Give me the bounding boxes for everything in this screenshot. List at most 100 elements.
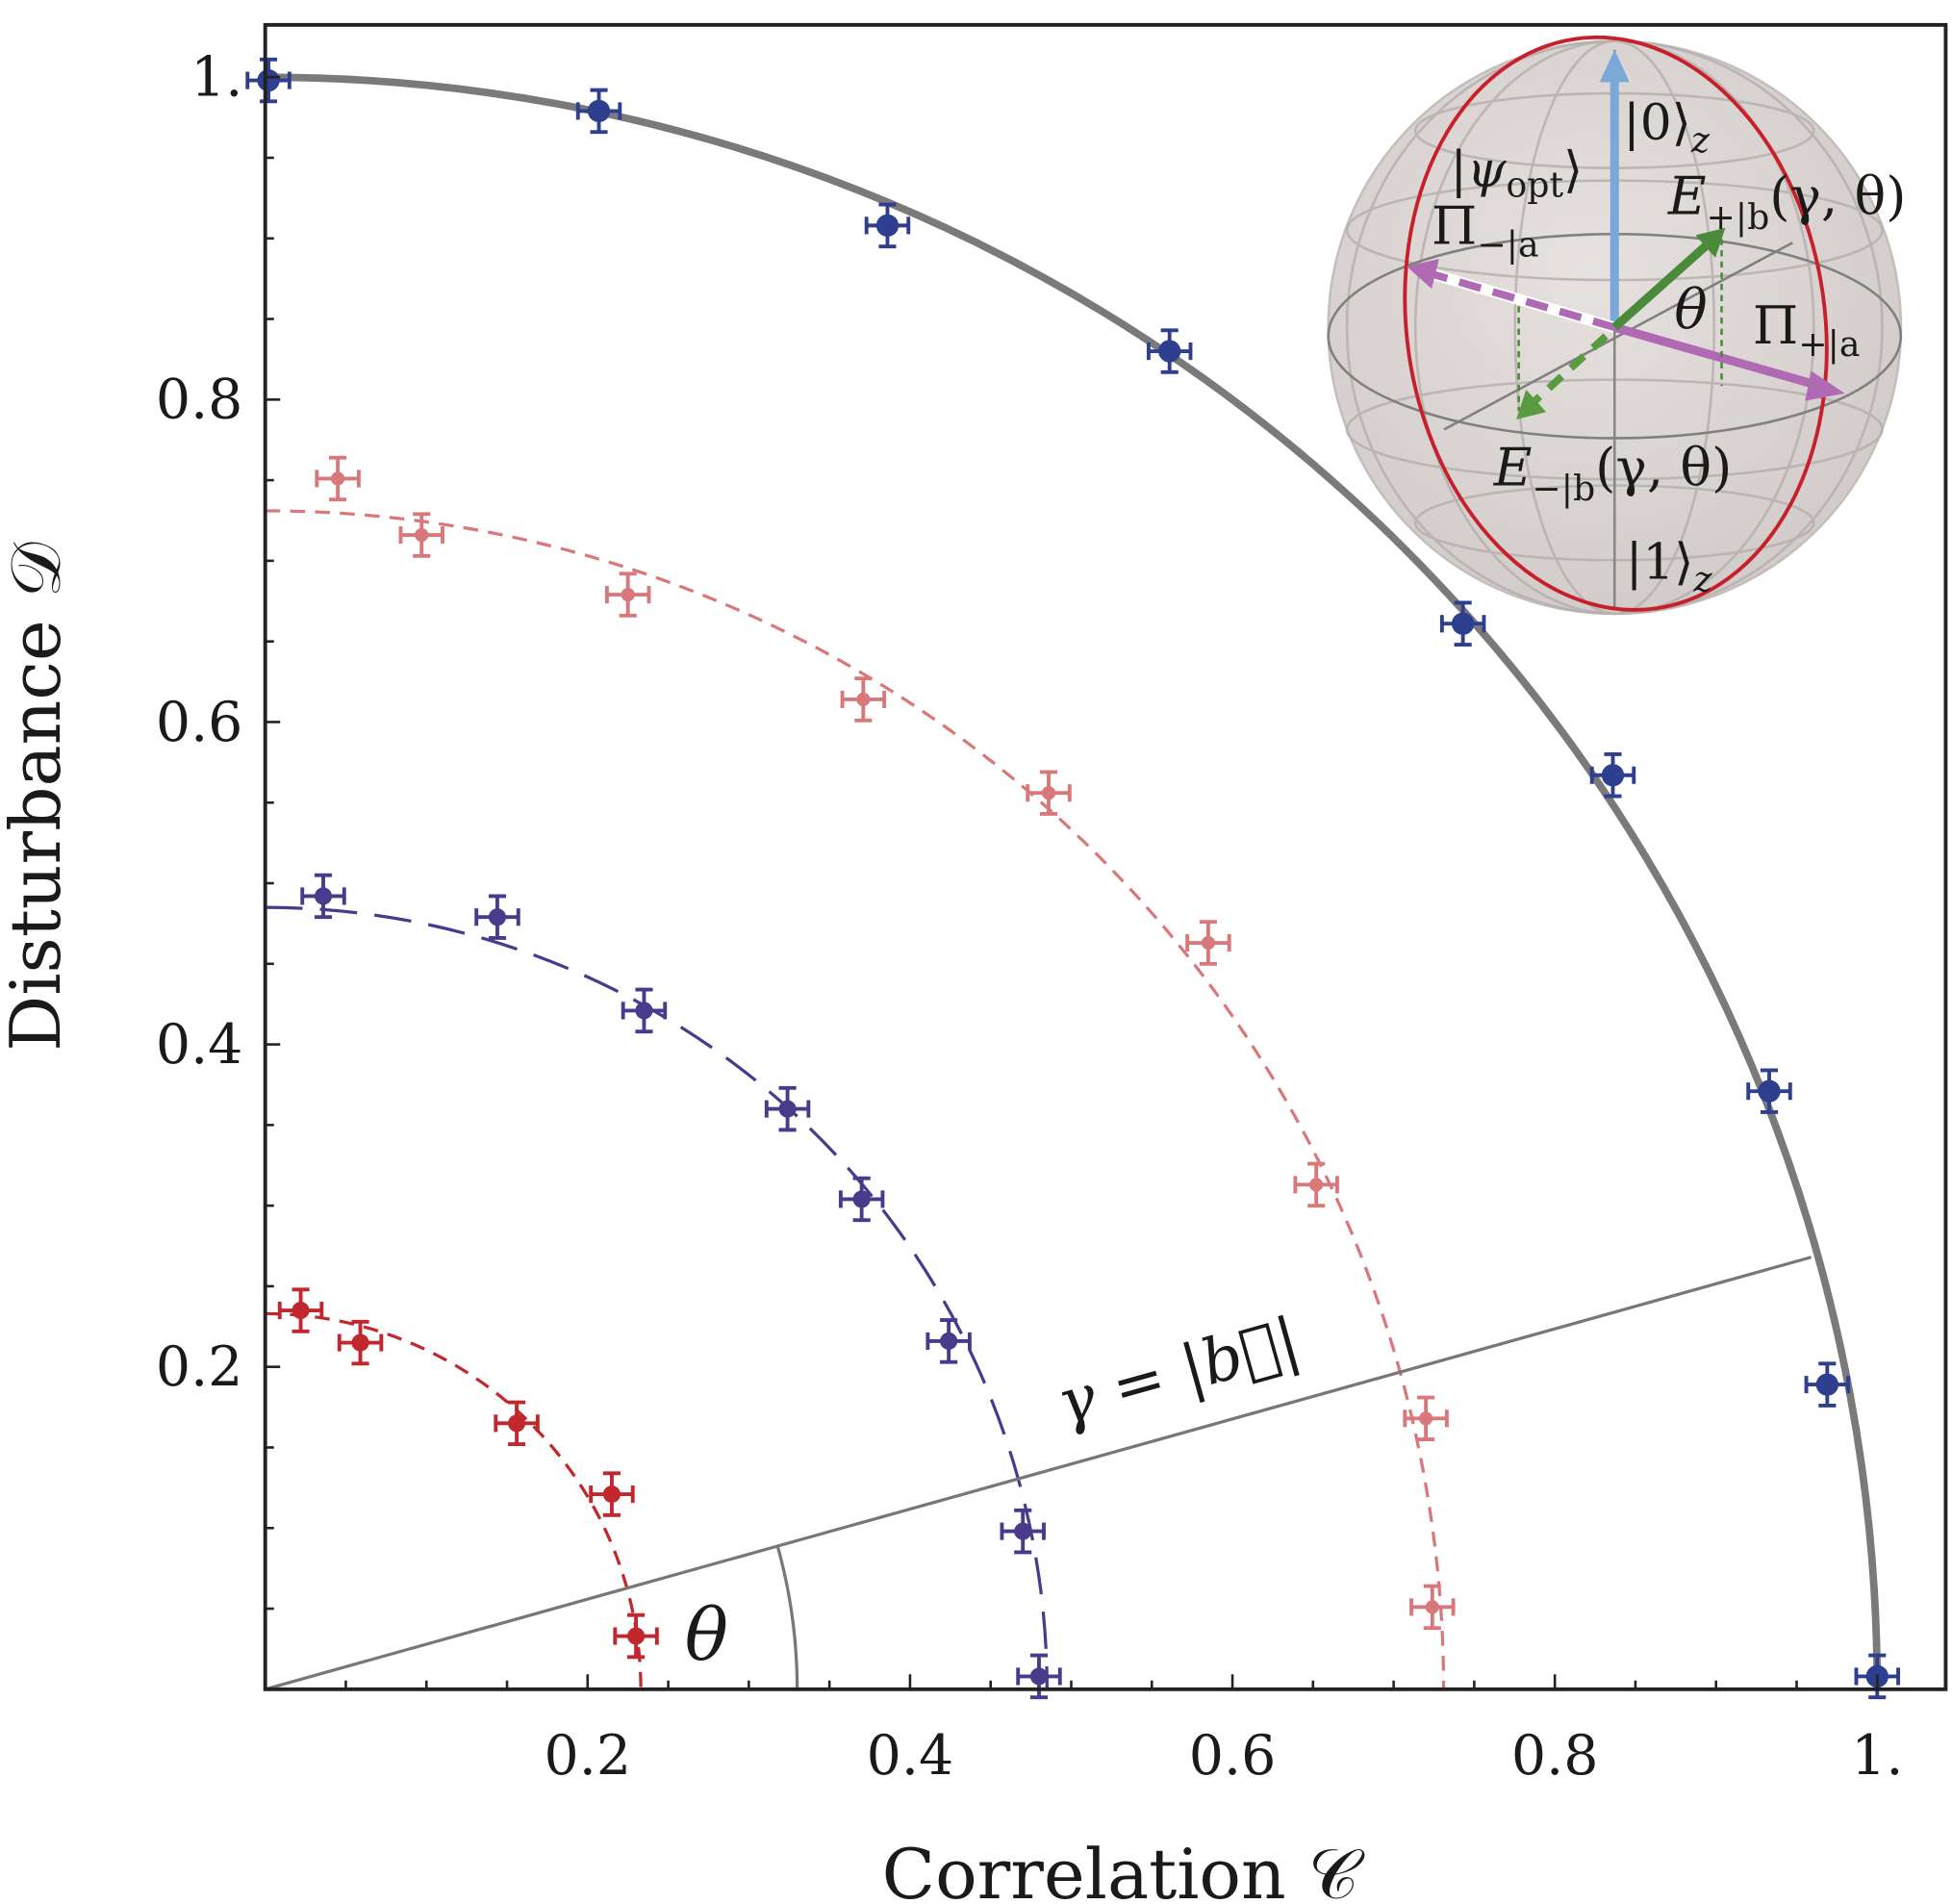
e-plus-arrow — [1611, 241, 1711, 331]
point-marker — [314, 887, 333, 905]
point-marker — [1758, 1079, 1781, 1103]
point-marker — [778, 1100, 797, 1118]
point-marker — [1309, 1178, 1324, 1192]
point-marker — [635, 1002, 653, 1020]
e-plus-arrowhead-icon — [1695, 227, 1726, 258]
x-tick-label: 0.6 — [1189, 1724, 1277, 1788]
data-point — [621, 987, 668, 1034]
pi-plus-label: Π+|a — [1753, 295, 1861, 365]
data-point — [604, 571, 651, 618]
series-2 — [300, 873, 1062, 1700]
zero-z-label: |0⟩z — [1623, 94, 1711, 161]
inset-theta-label: θ — [1674, 279, 1707, 343]
point-marker — [1452, 612, 1475, 635]
point-marker — [627, 1627, 646, 1645]
point-marker — [1041, 786, 1056, 800]
y-tick-label: 0.8 — [156, 368, 243, 432]
data-point — [1804, 1361, 1851, 1408]
fit-curve-1 — [265, 509, 1446, 1689]
bloch-vector-ray — [265, 1256, 1813, 1691]
pi-minus-arrow — [1430, 269, 1616, 332]
pi-plus-arrow — [1613, 322, 1821, 391]
data-point — [1026, 770, 1072, 816]
point-marker — [415, 527, 429, 543]
point-marker — [602, 1485, 621, 1504]
data-point — [1409, 1584, 1456, 1631]
fit-curves — [265, 73, 1882, 1689]
gamma-label: γ = |b⃗| — [1049, 1304, 1306, 1440]
y-tick-label: 0.6 — [156, 691, 243, 754]
point-marker — [856, 692, 871, 707]
point-marker — [1815, 1373, 1838, 1396]
e-minus-arrow — [1531, 333, 1609, 405]
one-z-label: |1⟩z — [1626, 534, 1713, 600]
y-tick-label: 0.2 — [156, 1335, 243, 1399]
point-marker — [1029, 1667, 1049, 1686]
data-point — [1589, 752, 1636, 799]
point-marker — [488, 908, 507, 927]
data-point — [337, 1319, 384, 1366]
series-1 — [315, 455, 1456, 1631]
equator-diagonal — [1443, 241, 1793, 431]
data-point — [300, 873, 346, 920]
x-tick-label: 1. — [1851, 1724, 1903, 1788]
data-point — [613, 1612, 659, 1660]
gamma-ray — [265, 1256, 1813, 1691]
data-point — [840, 676, 887, 723]
y-tick-label: 1. — [190, 46, 242, 110]
data-point — [494, 1400, 540, 1447]
point-marker — [587, 99, 611, 123]
theta-arc — [775, 1545, 799, 1689]
point-marker — [1201, 935, 1216, 951]
point-marker — [508, 1414, 526, 1433]
data-point — [1185, 920, 1231, 966]
data-point — [764, 1085, 811, 1132]
bloch-sphere-inset: |ψopt⟩ |0⟩z E+|b(γ, θ) Π−|a θ Π+|a E−|b(… — [1327, 35, 1907, 616]
data-point — [838, 1176, 885, 1223]
data-point — [1293, 1161, 1339, 1208]
point-marker — [1014, 1522, 1032, 1540]
data-point — [1439, 600, 1486, 647]
plot-frame — [263, 22, 1948, 1691]
point-marker — [257, 68, 280, 92]
psi-opt-label: |ψopt⟩ — [1450, 141, 1583, 205]
data-point — [315, 455, 361, 502]
e-plus-label: E+|b(γ, θ) — [1667, 166, 1907, 239]
e-minus-arrowhead-icon — [1516, 389, 1547, 420]
data-point — [1746, 1068, 1792, 1114]
y-axis-label: Disturbance 𝒟 — [0, 542, 77, 1051]
point-marker — [940, 1332, 958, 1350]
point-marker — [875, 214, 900, 238]
data-point — [1000, 1508, 1046, 1555]
data-point — [589, 1471, 635, 1517]
x-tick-label: 0.8 — [1511, 1724, 1599, 1788]
point-marker — [351, 1333, 369, 1352]
data-point — [925, 1318, 972, 1364]
point-marker — [1158, 340, 1181, 363]
point-marker — [1425, 1600, 1439, 1614]
pi-plus-arrowhead-icon — [1805, 370, 1845, 401]
point-marker — [1601, 764, 1625, 787]
theta-angle-label: θ — [685, 1592, 728, 1677]
data-point — [575, 88, 622, 135]
data-point — [1016, 1653, 1062, 1700]
x-tick-label: 0.2 — [545, 1724, 632, 1788]
fit-curve-0 — [265, 73, 1882, 1689]
pi-minus-label: Π−|a — [1432, 196, 1539, 266]
data-point — [245, 57, 292, 104]
point-marker — [852, 1190, 871, 1208]
data-point — [398, 512, 444, 558]
z-arrowhead-icon — [1599, 49, 1630, 83]
point-marker — [621, 587, 635, 602]
data-point — [864, 202, 911, 249]
series-3 — [277, 1287, 659, 1660]
great-circle — [1403, 35, 1829, 612]
y-tick-label: 0.4 — [156, 1013, 243, 1077]
data-points — [245, 57, 1900, 1700]
pi-minus-arrowhead-icon — [1407, 259, 1439, 290]
e-minus-label: E−|b(γ, θ) — [1493, 438, 1733, 510]
x-tick-label: 0.4 — [867, 1724, 954, 1788]
data-point — [1403, 1395, 1449, 1442]
data-point — [474, 894, 520, 940]
